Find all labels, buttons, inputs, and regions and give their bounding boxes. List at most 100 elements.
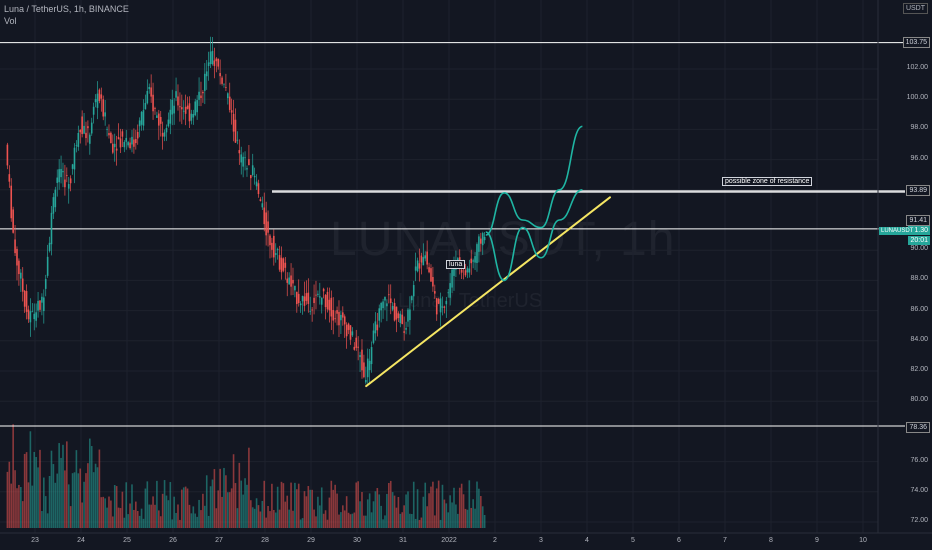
volume-bar [58, 443, 60, 528]
symbol-price-badge[interactable]: LUNAUSDT [879, 227, 916, 235]
volume-bar [131, 484, 133, 528]
volume-bar [265, 517, 267, 528]
candle-body [60, 168, 62, 178]
volume-bar [338, 514, 340, 528]
volume-bar [284, 501, 287, 528]
candle-body [395, 306, 398, 320]
volume-bar [236, 508, 239, 528]
volume-bar [159, 516, 162, 528]
candle-body [399, 313, 402, 323]
volume-bar [56, 473, 59, 528]
volume-bar [282, 483, 285, 528]
candle-body [202, 91, 204, 94]
candle-body [447, 292, 450, 294]
volume-indicator-label[interactable]: Vol [4, 16, 17, 26]
symbol-title[interactable]: Luna / TetherUS, 1h, BINANCE [4, 4, 129, 14]
luna-note[interactable]: luna [446, 260, 466, 269]
candle-body [282, 258, 285, 271]
candle-body [190, 113, 193, 121]
candle-body [33, 313, 36, 320]
candle-body [480, 238, 482, 244]
volume-bar [420, 517, 423, 528]
volume-bar [478, 488, 480, 528]
candle-body [386, 303, 388, 307]
countdown-badge[interactable]: 20:01 [908, 236, 930, 245]
volume-bar [152, 496, 154, 528]
volume-bar [319, 505, 321, 528]
candle-body [104, 112, 106, 117]
candle-body [230, 110, 233, 113]
volume-bar [313, 509, 315, 528]
candle-body [451, 269, 453, 288]
currency-badge[interactable]: USDT [902, 3, 928, 14]
candle-body [307, 292, 310, 304]
candle-body [96, 93, 99, 108]
volume-bar [48, 475, 51, 528]
projection-path [485, 189, 583, 282]
candle-body [470, 258, 473, 264]
price-badge-resistance[interactable]: 93.89 [906, 185, 930, 196]
price-tick-label: 82.00 [910, 366, 928, 373]
volume-bar [94, 463, 97, 528]
candle-body [175, 91, 177, 98]
candle-body [169, 109, 172, 124]
candle-body [79, 129, 82, 133]
candle-body [246, 168, 248, 170]
candle-body [393, 302, 396, 321]
volume-bar [320, 487, 323, 528]
candle-body [368, 360, 371, 371]
volume-bar [248, 447, 250, 528]
volume-bar [322, 513, 325, 528]
volume-bar [14, 470, 16, 528]
candle-body [449, 283, 451, 298]
candle-body [430, 268, 432, 282]
candle-body [305, 293, 308, 301]
volume-bar [83, 481, 85, 528]
candle-body [98, 89, 101, 102]
volume-bar [171, 519, 174, 528]
volume-bar [466, 509, 469, 528]
volume-bar [257, 505, 260, 528]
volume-bar [458, 487, 461, 528]
candle-body [8, 174, 11, 182]
volume-bar [251, 507, 254, 528]
candle-body [135, 139, 137, 144]
candle-body [292, 279, 294, 284]
volume-bar [194, 513, 197, 528]
candle-body [204, 73, 206, 91]
price-badge-bottom[interactable]: 78.36 [906, 422, 930, 433]
candle-body [483, 236, 486, 241]
volume-bar [167, 500, 170, 528]
volume-bar [386, 493, 388, 528]
candle-body [370, 347, 373, 365]
volume-bar [397, 496, 400, 528]
last-price-badge[interactable]: 91.30 [908, 226, 930, 235]
candle-body [357, 346, 359, 348]
price-badge-current-line[interactable]: 91.41 [906, 215, 930, 226]
candle-body [294, 285, 296, 291]
volume-bar [411, 514, 413, 528]
candle-body [29, 311, 32, 323]
volume-bar [144, 488, 147, 528]
candle-body [351, 331, 354, 336]
volume-bar [90, 446, 93, 528]
trend-line [365, 196, 611, 388]
candle-body [138, 120, 141, 127]
candle-body [437, 299, 440, 304]
volume-bar [41, 511, 43, 528]
volume-bar [92, 472, 95, 528]
volume-bar [108, 496, 110, 528]
volume-bar [389, 480, 392, 528]
resistance-note[interactable]: possible zone of resistance [722, 177, 813, 186]
volume-bar [67, 484, 70, 528]
volume-bar [399, 513, 402, 528]
price-badge-top[interactable]: 103.75 [902, 37, 930, 48]
candle-body [20, 272, 22, 279]
volume-bar [353, 512, 356, 528]
volume-bar [326, 519, 329, 528]
volume-bar [439, 519, 442, 528]
time-tick-label: 2 [493, 537, 497, 544]
volume-bar [202, 493, 204, 528]
